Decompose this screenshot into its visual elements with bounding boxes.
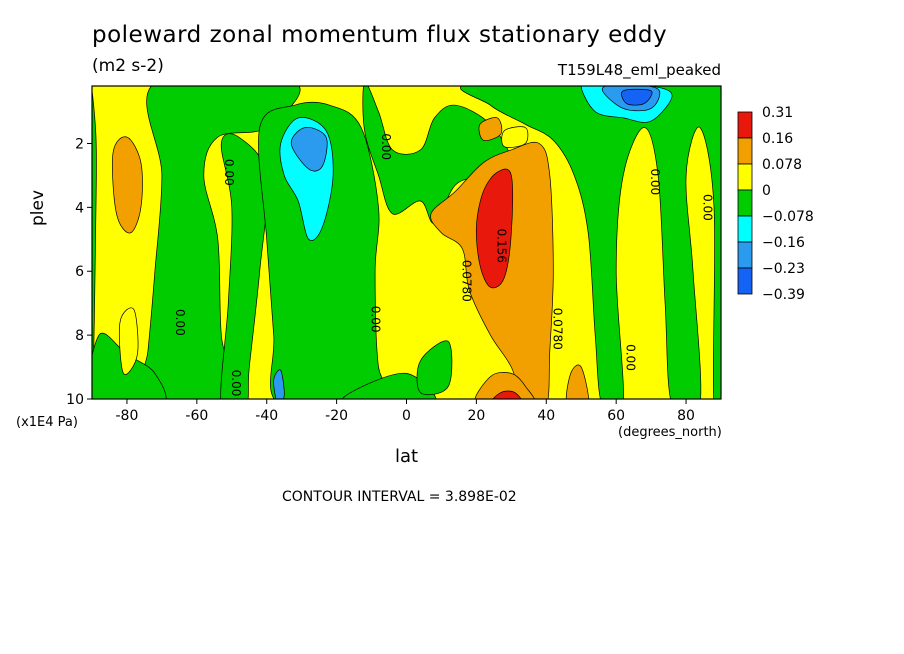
region-negative: [342, 373, 437, 399]
x-tick-label: 0: [402, 408, 411, 424]
contour-label: 0.00: [624, 344, 638, 371]
x-axis-label: lat: [395, 446, 419, 467]
colorbar-label: 0.31: [762, 105, 793, 121]
region-positive-core: [565, 364, 589, 399]
colorbar-label: −0.23: [762, 261, 805, 277]
colorbar-swatch: [737, 215, 753, 243]
region-positive: [501, 126, 529, 148]
region-positive-core: [475, 168, 514, 289]
y-tick-label: 4: [75, 200, 84, 216]
contour-label: 0.0780: [550, 308, 564, 350]
colorbar-swatch: [737, 189, 753, 217]
contour-label: 0.00: [222, 159, 236, 186]
region-positive-core: [112, 136, 143, 234]
contour-label: 0.00: [379, 133, 393, 160]
y-tick-label: 2: [75, 136, 84, 152]
x-tick-label: -20: [325, 408, 348, 424]
contour-interval: CONTOUR INTERVAL = 3.898E-02: [282, 489, 517, 505]
colorbar-label: −0.078: [762, 209, 814, 225]
contour-label: 0.00: [173, 309, 187, 336]
x-tick-label: 60: [607, 408, 625, 424]
x-tick-label: -80: [116, 408, 139, 424]
run-label: T159L48_eml_peaked: [557, 61, 721, 79]
chart-units: (m2 s-2): [92, 56, 164, 76]
colorbar-label: −0.39: [762, 287, 805, 303]
contour-label: 0.00: [701, 194, 715, 221]
chart-title: poleward zonal momentum flux stationary …: [92, 22, 668, 48]
y-axis-label: plev: [28, 189, 48, 226]
region-negative-core: [290, 127, 328, 172]
y-tick-label: 6: [75, 264, 84, 280]
region-negative: [460, 86, 721, 399]
colorbar-swatch: [737, 137, 753, 165]
contour-label: 0.00: [369, 306, 383, 333]
x-tick-label: 20: [467, 408, 485, 424]
region-positive-core: [478, 117, 503, 141]
region-negative-core: [621, 88, 653, 106]
colorbar-label: 0.16: [762, 131, 793, 147]
contour-label: 0.156: [494, 229, 508, 263]
x-tick-label: 40: [537, 408, 555, 424]
x-tick-label: 80: [677, 408, 695, 424]
y-axis-multiplier: (x1E4 Pa): [16, 415, 78, 430]
region-negative-core: [273, 369, 285, 399]
plot-area: [92, 86, 721, 399]
colorbar-swatch: [737, 111, 753, 139]
colorbar-swatch: [737, 163, 753, 191]
colorbar-label: −0.16: [762, 235, 805, 251]
region-positive: [119, 307, 139, 375]
x-tick-label: -40: [255, 408, 278, 424]
contour-label: 0.00: [229, 370, 243, 397]
y-tick-label: 10: [66, 392, 84, 408]
contour-label: 0.00: [648, 168, 662, 195]
region-negative: [416, 340, 453, 396]
colorbar-label: 0.078: [762, 157, 802, 173]
y-tick-label: 8: [75, 328, 84, 344]
region-positive-core: [492, 390, 522, 399]
region-positive-core: [474, 372, 535, 399]
colorbar-swatch: [737, 241, 753, 269]
contour-label: 0.0780: [459, 260, 473, 302]
x-tick-label: -60: [185, 408, 208, 424]
x-axis-units: (degrees_north): [618, 425, 722, 440]
colorbar-swatch: [737, 267, 753, 295]
colorbar-label: 0: [762, 183, 771, 199]
